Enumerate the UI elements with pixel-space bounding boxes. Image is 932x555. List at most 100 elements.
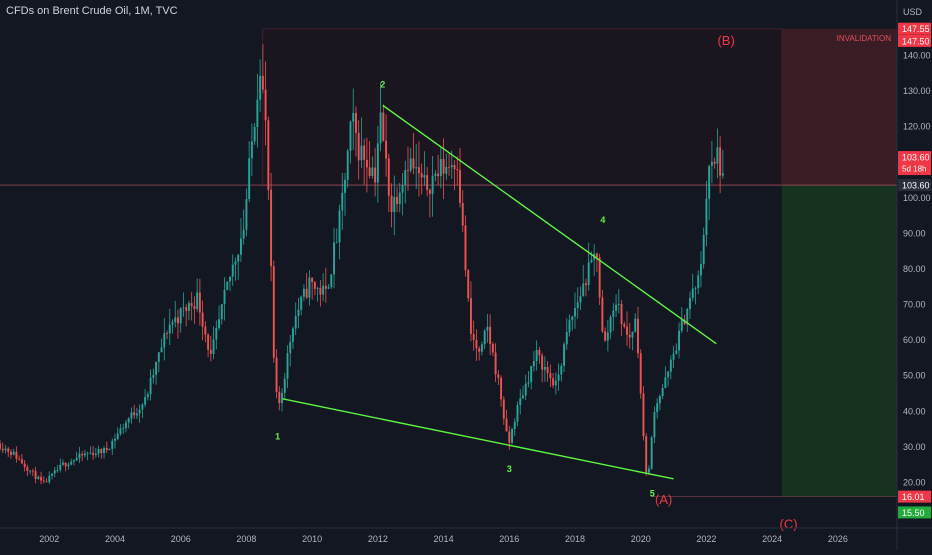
candle-body — [218, 319, 221, 328]
candle-body — [535, 349, 538, 362]
candle-body — [664, 377, 667, 388]
candle-body — [105, 448, 108, 451]
candle-body — [67, 464, 70, 467]
candle-body — [346, 150, 349, 180]
candle-body — [658, 396, 661, 404]
candle-body — [626, 326, 628, 335]
stop-zone — [782, 28, 897, 186]
candle-body — [516, 405, 519, 422]
correction-label: (A) — [655, 492, 672, 507]
candle-body — [245, 199, 248, 230]
candle-body — [609, 316, 612, 333]
candle-body — [198, 292, 201, 313]
candle-body — [560, 365, 563, 375]
trendline-lower[interactable] — [282, 398, 674, 480]
candle-body — [264, 89, 267, 121]
candle-body — [300, 296, 303, 310]
time-tick-label: 2016 — [499, 534, 519, 544]
candle-body — [283, 378, 286, 393]
candle-body — [606, 332, 609, 341]
time-tick-label: 2018 — [565, 534, 585, 544]
candle-body — [352, 112, 355, 122]
price-badge-text: 103.60 — [902, 153, 930, 163]
time-tick-label: 2020 — [631, 534, 651, 544]
candle-body — [349, 121, 352, 151]
candle-body — [275, 357, 278, 392]
candle-body — [335, 242, 338, 244]
price-badge-text: 16.01 — [902, 492, 925, 502]
candle-body — [215, 327, 218, 340]
candle-body — [459, 170, 461, 203]
candle-body — [330, 274, 333, 288]
price-tick-label: 90.00 — [903, 228, 926, 238]
price-badge — [898, 490, 931, 503]
candle-body — [242, 229, 245, 239]
candle-body — [357, 132, 360, 161]
candle-body — [604, 331, 607, 341]
target-zone — [782, 185, 897, 497]
candle-body — [289, 341, 292, 354]
candle-body — [168, 324, 171, 334]
candle-body — [634, 318, 637, 332]
candle-body — [439, 159, 442, 177]
candle-body — [292, 328, 294, 342]
price-badge-countdown: 5d 18h — [902, 165, 926, 174]
candle-body — [404, 169, 407, 186]
candle-body — [316, 287, 319, 289]
candle-body — [179, 308, 182, 324]
candle-body — [598, 257, 601, 298]
candle-body — [286, 353, 289, 379]
candle-body — [51, 473, 53, 476]
candle-body — [250, 141, 253, 159]
candle-body — [363, 145, 366, 160]
candle-body — [401, 185, 404, 193]
candle-body — [31, 470, 34, 472]
candle-body — [669, 359, 672, 372]
candle-body — [708, 165, 711, 199]
candle-body — [467, 270, 470, 299]
candle-body — [568, 320, 571, 333]
time-tick-label: 2012 — [368, 534, 388, 544]
candle-body — [223, 289, 226, 305]
candle-body — [256, 99, 259, 128]
candle-body — [40, 476, 43, 481]
candle-body — [393, 196, 396, 213]
candle-body — [519, 398, 522, 406]
candle-body — [415, 167, 418, 169]
price-tick-label: 100.00 — [903, 193, 931, 203]
price-tick-label: 80.00 — [903, 264, 926, 274]
candle-body — [18, 458, 21, 460]
candle-body — [680, 319, 683, 331]
candle-body — [486, 326, 489, 331]
candle-body — [152, 374, 155, 378]
candle-body — [1, 448, 4, 451]
candle-body — [574, 308, 576, 317]
candle-body — [193, 305, 196, 309]
candle-body — [686, 309, 689, 325]
chart-title: CFDs on Brent Crude Oil, 1M, TVC — [6, 5, 178, 17]
candle-body — [450, 165, 453, 168]
candle-body — [511, 429, 513, 443]
candle-body — [209, 349, 212, 354]
candle-body — [650, 437, 653, 469]
candle-body — [653, 412, 656, 438]
candle-body — [26, 467, 29, 471]
candle-body — [53, 470, 56, 474]
time-tick-label: 2002 — [39, 534, 59, 544]
candle-body — [212, 339, 215, 354]
candle-body — [645, 436, 648, 473]
candle-body — [226, 281, 229, 290]
candle-body — [489, 326, 492, 344]
trendline-upper[interactable] — [382, 104, 717, 345]
wave-label-3: 3 — [507, 464, 512, 474]
correction-label: (B) — [717, 33, 734, 48]
wave-label-2: 2 — [380, 80, 385, 90]
price-badge — [898, 34, 931, 47]
price-tick-label: 120.00 — [903, 122, 931, 132]
candle-body — [185, 307, 188, 311]
candle-body — [272, 266, 275, 358]
candle-body — [23, 463, 26, 468]
candle-body — [302, 288, 305, 297]
